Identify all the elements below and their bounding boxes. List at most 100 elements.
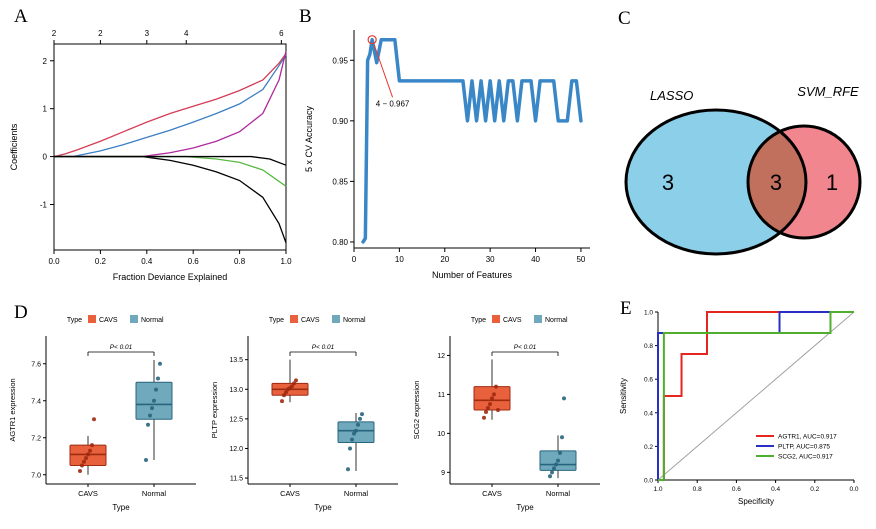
data-point (88, 448, 92, 453)
boxplot-pltp: Type CAVS Normal 11.5 12.0 12.5 13.0 13.5 CAVS No… (210, 315, 398, 512)
panel-label-c: C (618, 8, 631, 29)
y-tick-label: 7.4 (31, 398, 41, 405)
y-tick-label: 0 (43, 153, 48, 162)
panel-label-a: A (14, 6, 28, 27)
data-point (86, 452, 90, 457)
cv-accuracy-chart: 0 10 20 30 40 50 0.80 0.85 0.90 0.95 Number of Fea… (304, 30, 590, 280)
y-tick-label: 0.6 (644, 377, 653, 384)
x-tick-label: CAVS (482, 489, 502, 498)
y-tick-label: 13.0 (229, 387, 243, 394)
x-tick-label: Normal (546, 489, 571, 498)
y-tick-label: 0.0 (644, 478, 653, 485)
y-tick-label: 0.80 (332, 238, 348, 247)
data-point (290, 384, 294, 389)
legend-title: Type (471, 317, 486, 324)
x-axis-title: Number of Features (432, 270, 513, 280)
venn-right-label: SVM_RFE (797, 84, 859, 99)
venn-diagram: LASSO SVM_RFE 3 3 1 (624, 84, 862, 256)
x-tick-label: Normal (142, 489, 167, 498)
x-tick-label: 10 (395, 255, 404, 264)
legend-entry-PLTP: PLTP, AUC=0.875 (778, 444, 830, 451)
x-tick-label: 0.4 (771, 486, 780, 493)
peak-annotation: 4 − 0.967 (376, 99, 410, 108)
y-tick-label: 11.5 (230, 476, 243, 483)
data-point (80, 463, 84, 468)
x-tick-label: 0.6 (732, 486, 741, 493)
legend-swatch (492, 315, 500, 323)
lasso-coefficient-path-chart: 0.0 0.2 0.4 0.6 0.8 1.0 -1 0 1 2 2 2 3 4 6 Fraction Dev… (9, 29, 292, 282)
y-tick-label: 9 (441, 470, 445, 477)
coef-path-black-2 (54, 155, 287, 166)
y-tick-label: 0.2 (644, 444, 653, 451)
x-tick-label: 40 (531, 255, 540, 264)
y-tick-label: 0.8 (644, 343, 653, 350)
legend-swatch (290, 315, 298, 323)
x-tick-label: 0.4 (141, 257, 153, 266)
roc-curve-chart: 1.0 0.8 0.6 0.4 0.2 0.0 0.0 0.2 0.4 0.6 0.8 1.0 AGTR… (619, 310, 859, 507)
y-tick-label: 0.90 (332, 117, 348, 126)
chance-diagonal (657, 311, 855, 481)
venn-left-label: LASSO (650, 88, 693, 103)
data-point (548, 474, 552, 479)
data-point (554, 462, 558, 467)
legend-title: Type (67, 317, 82, 324)
data-point (156, 376, 160, 381)
x-tick-label: 0.0 (48, 257, 60, 266)
data-point (490, 396, 494, 401)
venn-intersection-count: 3 (770, 170, 782, 195)
y-tick-label: 10 (437, 431, 445, 438)
y-tick-label: 7.0 (31, 472, 41, 479)
x-axis-title: Type (516, 503, 534, 512)
data-point (82, 459, 86, 464)
data-point (496, 408, 500, 412)
x-axis-title: Specificity (738, 497, 774, 506)
x-tick-label: Normal (344, 489, 369, 498)
x-tick-label: 0.8 (693, 486, 702, 493)
top-axis-label: 6 (279, 29, 284, 38)
y-tick-label: 7.2 (31, 435, 41, 442)
legend-label: Normal (343, 317, 366, 324)
p-value: P< 0.01 (514, 344, 537, 351)
boxplot-scg2: Type CAVS Normal 9 10 11 12 CAVS Normal P< 0.01 Ty… (412, 315, 600, 512)
y-tick-label: -1 (40, 200, 48, 209)
x-tick-label: CAVS (280, 489, 300, 498)
y-tick-label: 12 (437, 353, 445, 360)
data-point (484, 409, 488, 414)
data-point (84, 456, 88, 461)
boxplot-row: Type CAVS Normal 7.0 7.2 7.4 7.6 CAVS Normal P< 0… (4, 306, 612, 528)
data-point (486, 406, 490, 411)
x-tick-label: 50 (576, 255, 585, 264)
x-tick-label: 20 (440, 255, 449, 264)
x-axis-title: Fraction Deviance Explained (113, 272, 228, 282)
data-point (146, 422, 150, 427)
data-point (284, 390, 288, 395)
y-axis-title: PLTP expression (210, 382, 219, 438)
data-point (560, 435, 564, 440)
data-point (348, 446, 352, 451)
coef-path-red (53, 53, 287, 158)
roc-curve-SCG2 (658, 311, 854, 481)
data-point (556, 458, 560, 463)
legend-title: Type (269, 317, 284, 324)
legend-entry-AGTR1: AGTR1, AUC=0.917 (778, 434, 837, 441)
y-axis-title: AGTR1 expression (8, 378, 17, 441)
p-value: P< 0.01 (110, 344, 133, 351)
data-point (152, 398, 156, 403)
venn-right-count: 1 (826, 170, 838, 195)
y-tick-label: 0.4 (644, 410, 653, 417)
data-point (562, 396, 566, 401)
data-point (78, 469, 82, 474)
boxplot-agtr1: Type CAVS Normal 7.0 7.2 7.4 7.6 CAVS Normal P< 0… (8, 315, 196, 512)
cv-accuracy-line (361, 37, 583, 244)
top-axis-label: 3 (145, 29, 150, 38)
data-point (558, 450, 562, 455)
top-axis-label: 2 (98, 29, 103, 38)
x-tick-label: 0.6 (188, 257, 200, 266)
coef-path-black (54, 155, 287, 244)
legend-swatch (332, 315, 340, 323)
legend-label: Normal (545, 317, 568, 324)
data-point (90, 443, 94, 448)
coef-path-blue (54, 54, 287, 158)
data-point (292, 381, 296, 386)
